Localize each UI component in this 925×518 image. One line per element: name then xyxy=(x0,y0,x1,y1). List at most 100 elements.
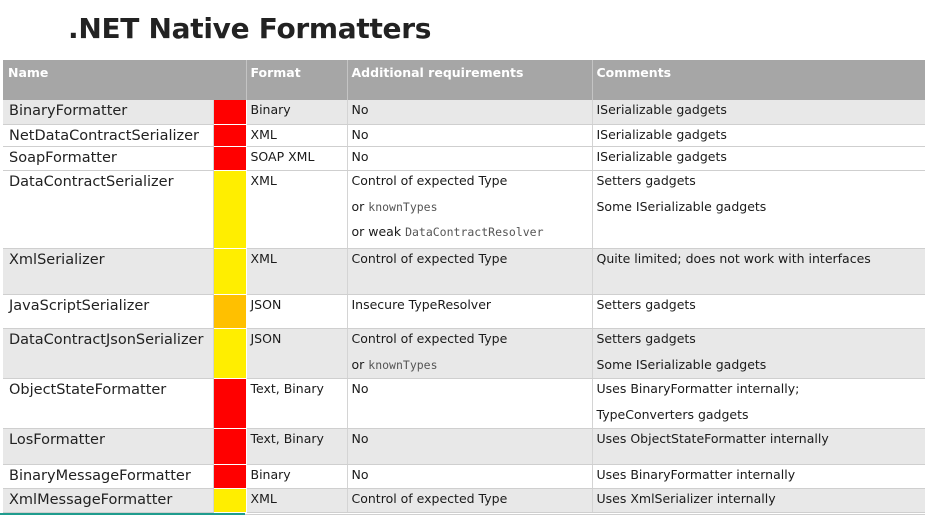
comments-cell: ISerializable gadgets xyxy=(592,100,925,125)
comment-text: Uses XmlSerializer internally xyxy=(596,490,776,506)
requirement-text: No xyxy=(351,430,369,446)
comment-text: Setters gadgets xyxy=(596,330,696,346)
comment-text: ISerializable gadgets xyxy=(596,148,727,164)
formatter-name: BinaryMessageFormatter xyxy=(3,464,214,489)
formatter-name: XmlSerializer xyxy=(3,248,214,295)
format-cell: XML xyxy=(246,124,348,147)
formatter-name: LosFormatter xyxy=(3,428,214,465)
header-name: Name xyxy=(3,60,247,100)
requirement-text: Control of expected Type xyxy=(351,172,508,188)
comments-cell: Quite limited; does not work with interf… xyxy=(592,248,925,295)
comment-text: Uses BinaryFormatter internally; xyxy=(596,380,800,396)
table-row: JavaScriptSerializer JSON Insecure TypeRes… xyxy=(3,294,925,329)
comment-text: ISerializable gadgets xyxy=(596,126,727,142)
requirements-cell: No xyxy=(347,428,593,465)
comments-cell: Uses XmlSerializer internally xyxy=(592,488,925,513)
format-cell: Text, Binary xyxy=(246,428,348,465)
requirement-alt-code: knownTypes xyxy=(368,357,438,372)
risk-swatch xyxy=(213,248,247,295)
requirement-text: Control of expected Type xyxy=(351,330,508,346)
page-title: .NET Native Formatters xyxy=(68,12,432,45)
requirement-text: Control of expected Type xyxy=(351,490,508,506)
table-row: XmlMessageFormatter XML Control of expecte… xyxy=(3,488,925,513)
comments-cell: Setters gadgets Some ISerializable gadget… xyxy=(592,328,925,379)
requirement-alt-label: or xyxy=(351,198,365,214)
risk-swatch xyxy=(213,100,247,125)
format-cell: Text, Binary xyxy=(246,378,348,429)
format-cell: XML xyxy=(246,488,348,513)
table-row: ObjectStateFormatter Text, Binary No Uses B… xyxy=(3,378,925,429)
format-cell: XML xyxy=(246,248,348,295)
comments-cell: Setters gadgets Some ISerializable gadget… xyxy=(592,170,925,249)
table-row: DataContractJsonSerializer JSON Control of… xyxy=(3,328,925,379)
header-comments: Comments xyxy=(592,60,925,100)
requirement-text: No xyxy=(351,126,369,142)
header-format: Format xyxy=(246,60,348,100)
requirements-cell: No xyxy=(347,124,593,147)
requirement-alt-2-code: DataContractResolver xyxy=(405,225,544,240)
format-cell: Binary xyxy=(246,464,348,489)
table-header-row: Name Format Additional requirements Comm… xyxy=(3,60,925,100)
requirement-text: Insecure TypeResolver xyxy=(351,296,492,312)
requirements-cell: Insecure TypeResolver xyxy=(347,294,593,329)
requirements-cell: No xyxy=(347,146,593,171)
comments-cell: Uses BinaryFormatter internally; TypeConv… xyxy=(592,378,925,429)
format-cell: SOAP XML xyxy=(246,146,348,171)
comments-cell: ISerializable gadgets xyxy=(592,124,925,147)
requirement-alt: or knownTypes xyxy=(351,198,588,214)
risk-swatch xyxy=(213,378,247,429)
comments-cell: ISerializable gadgets xyxy=(592,146,925,171)
formatter-name: XmlMessageFormatter xyxy=(3,488,214,513)
risk-swatch xyxy=(213,464,247,489)
format-cell: JSON xyxy=(246,294,348,329)
requirements-cell: Control of expected Type xyxy=(347,488,593,513)
risk-swatch xyxy=(213,146,247,171)
requirements-cell: Control of expected Type or knownTypes xyxy=(347,328,593,379)
table-row: SoapFormatter SOAP XML No ISerializable gad… xyxy=(3,146,925,171)
table-row: LosFormatter Text, Binary No Uses ObjectSta… xyxy=(3,428,925,465)
table-row: BinaryMessageFormatter Binary No Uses Binar… xyxy=(3,464,925,489)
requirement-text: No xyxy=(351,380,369,396)
requirement-alt: or knownTypes xyxy=(351,356,588,372)
risk-swatch xyxy=(213,488,247,513)
formatters-table: Name Format Additional requirements Comm… xyxy=(3,60,925,513)
requirements-cell: No xyxy=(347,464,593,489)
comments-cell: Setters gadgets xyxy=(592,294,925,329)
requirements-cell: No xyxy=(347,100,593,125)
table-row: XmlSerializer XML Control of expected Type… xyxy=(3,248,925,295)
accent-line xyxy=(0,513,245,515)
formatter-name: BinaryFormatter xyxy=(3,100,214,125)
comment-text: Uses BinaryFormatter internally xyxy=(596,466,796,482)
formatter-name: SoapFormatter xyxy=(3,146,214,171)
formatter-name: DataContractJsonSerializer xyxy=(3,328,214,379)
formatter-name: ObjectStateFormatter xyxy=(3,378,214,429)
requirement-alt-code: knownTypes xyxy=(368,199,438,214)
risk-swatch xyxy=(213,294,247,329)
formatter-name: JavaScriptSerializer xyxy=(3,294,214,329)
requirements-cell: No xyxy=(347,378,593,429)
risk-swatch xyxy=(213,124,247,147)
comment-secondary: Some ISerializable gadgets xyxy=(596,356,767,372)
format-cell: Binary xyxy=(246,100,348,125)
formatter-name: NetDataContractSerializer xyxy=(3,124,214,147)
requirements-cell: Control of expected Type xyxy=(347,248,593,295)
requirements-cell: Control of expected Type or knownTypes or … xyxy=(347,170,593,249)
comment-text: Setters gadgets xyxy=(596,296,696,312)
footer-rule xyxy=(245,514,925,515)
comment-secondary: TypeConverters gadgets xyxy=(596,406,749,422)
risk-swatch xyxy=(213,170,247,249)
format-cell: XML xyxy=(246,170,348,249)
comment-secondary: Some ISerializable gadgets xyxy=(596,198,767,214)
format-cell: JSON xyxy=(246,328,348,379)
requirement-text: No xyxy=(351,148,369,164)
header-requirements: Additional requirements xyxy=(347,60,593,100)
comment-text: Setters gadgets xyxy=(596,172,696,188)
requirement-alt-label: or xyxy=(351,356,365,372)
table-row: BinaryFormatter Binary No ISerializable gad… xyxy=(3,100,925,125)
comments-cell: Uses ObjectStateFormatter internally xyxy=(592,428,925,465)
table-row: NetDataContractSerializer XML No ISerializa… xyxy=(3,124,925,147)
requirement-text: Control of expected Type xyxy=(351,250,508,266)
requirement-text: No xyxy=(351,102,369,117)
risk-swatch xyxy=(213,428,247,465)
table-row: DataContractSerializer XML Control of expe… xyxy=(3,170,925,249)
